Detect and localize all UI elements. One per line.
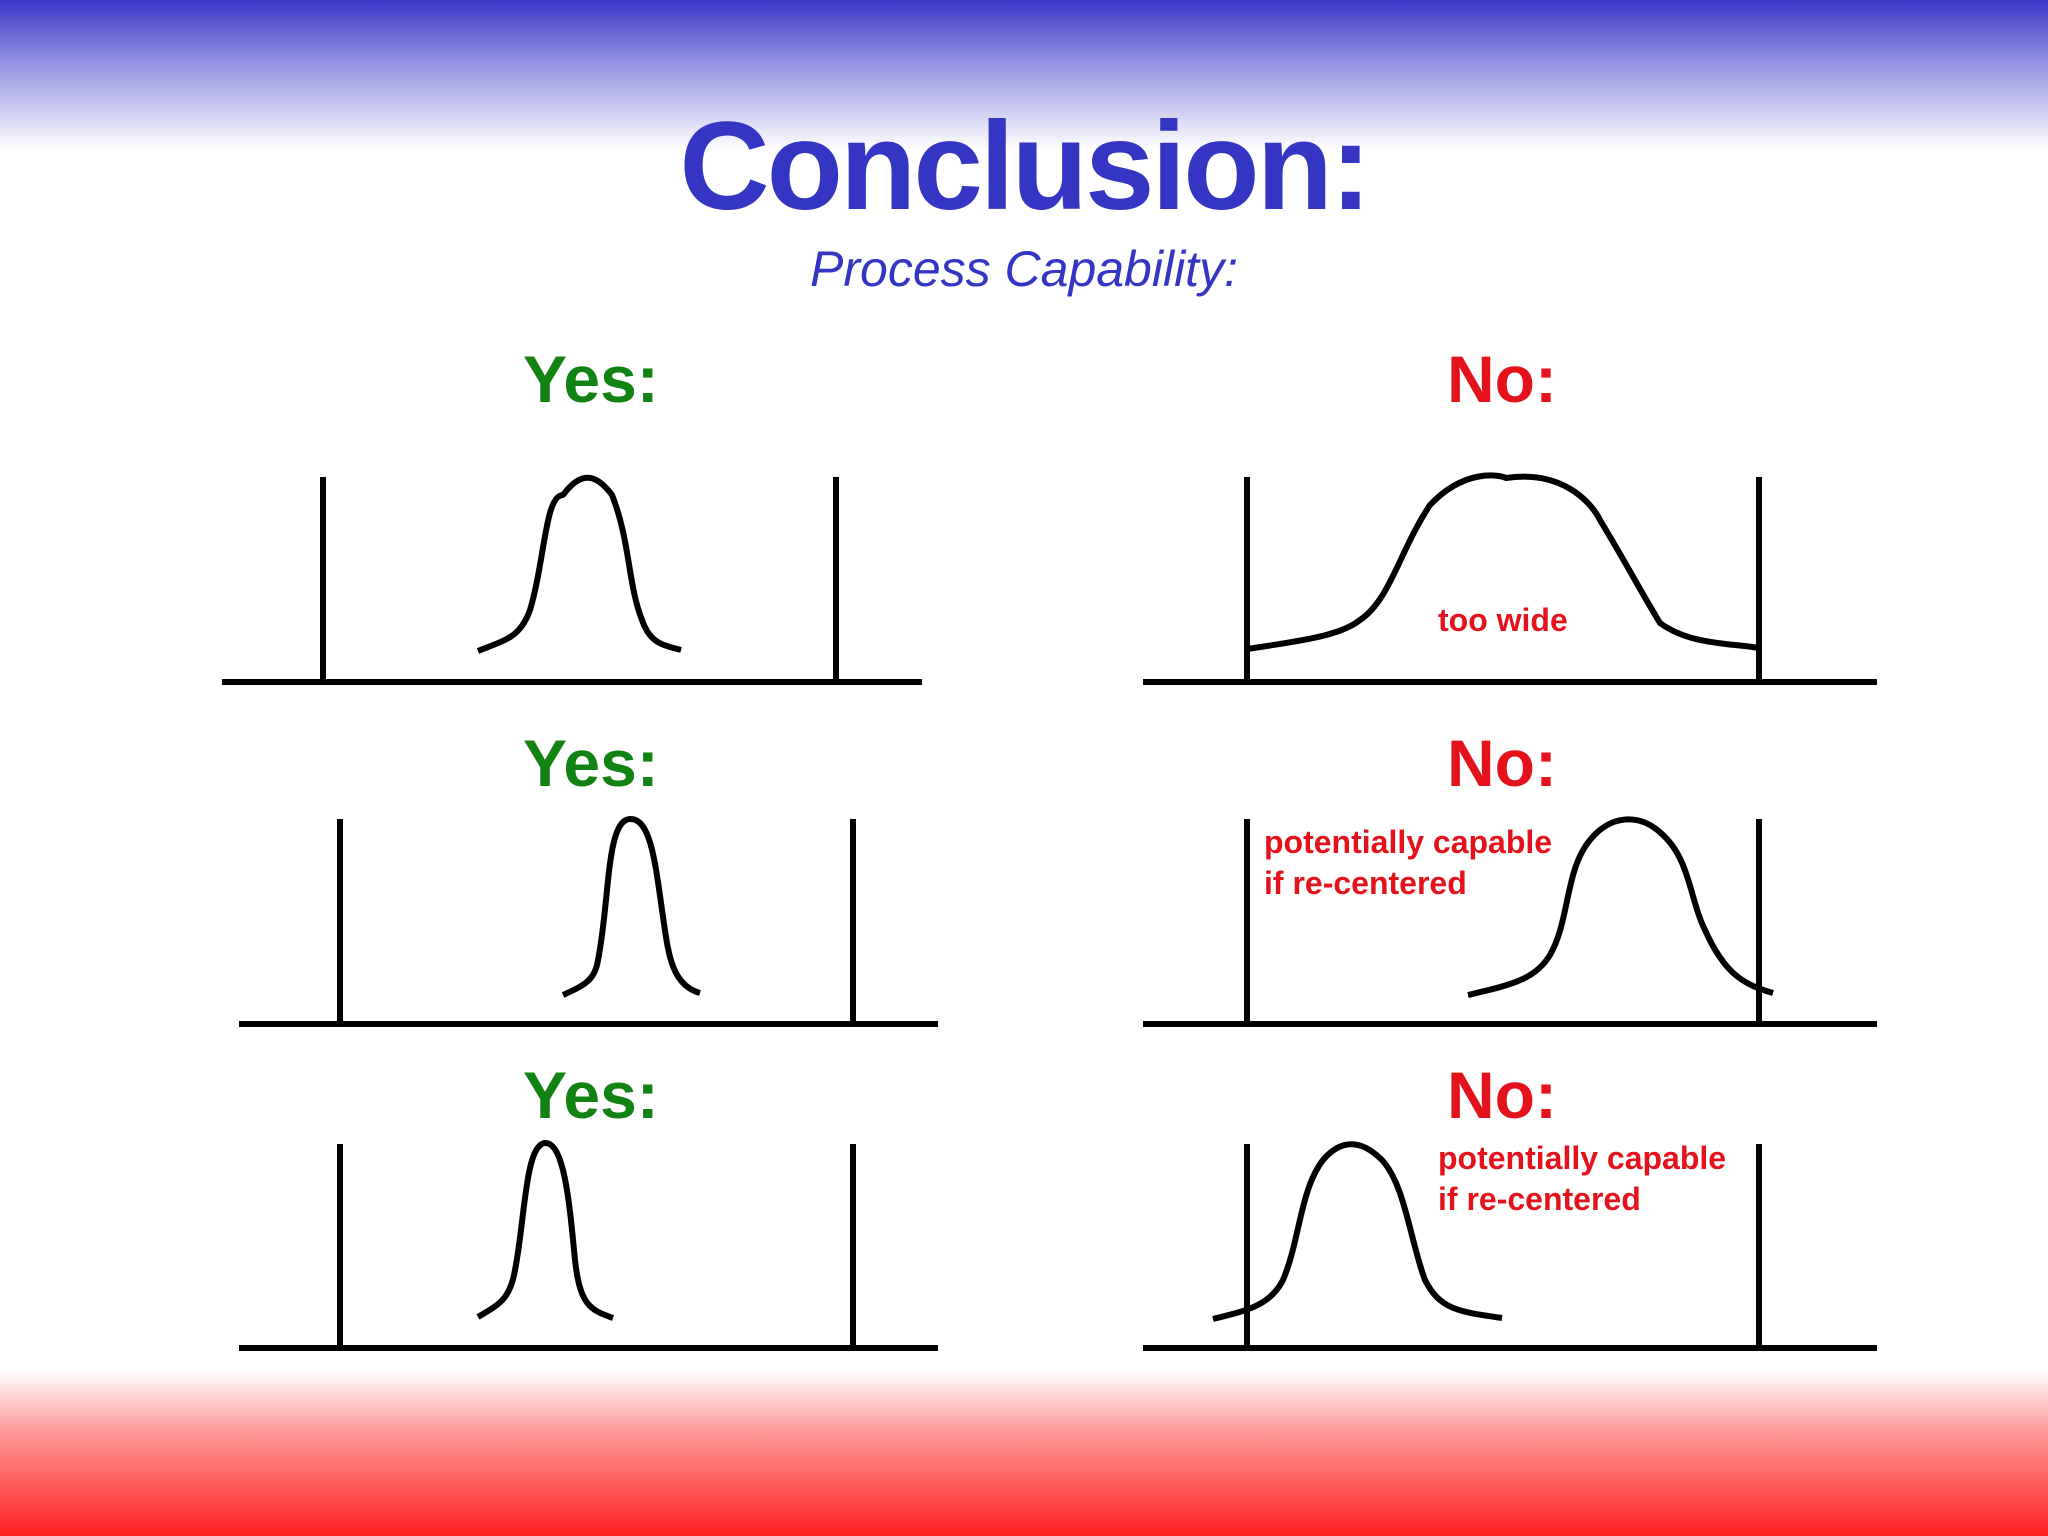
note-recenter-left-line1: potentially capable: [1438, 1140, 1727, 1176]
panel-yes-3: [239, 1140, 938, 1351]
note-recenter-right-line1: potentially capable: [1264, 824, 1553, 860]
distribution-curve: [1246, 472, 1760, 652]
panel-no-3: [1143, 1141, 1877, 1351]
note-recenter-right-line2: if re-centered: [1264, 865, 1467, 901]
verdict-label-no-1: No:: [1447, 342, 1557, 416]
distribution-curve: [1467, 816, 1774, 998]
verdict-label-no-3: No:: [1447, 1058, 1557, 1132]
slide-title: Conclusion:: [679, 97, 1371, 236]
panel-no-2: [1143, 816, 1877, 1027]
verdict-label-yes-2: Yes:: [523, 726, 659, 800]
verdict-label-no-2: No:: [1447, 726, 1557, 800]
distribution-curve: [476, 474, 682, 654]
distribution-curve: [561, 816, 701, 998]
panel-yes-2: [239, 816, 938, 1027]
slide-subtitle: Process Capability:: [810, 241, 1238, 297]
note-too-wide: too wide: [1438, 602, 1568, 638]
note-recenter-left-line2: if re-centered: [1438, 1181, 1641, 1217]
distribution-curve: [476, 1140, 614, 1321]
panel-yes-1: [222, 474, 922, 685]
verdict-label-yes-3: Yes:: [523, 1058, 659, 1132]
verdict-label-yes-1: Yes:: [523, 342, 659, 416]
panel-no-1: [1143, 472, 1877, 685]
distribution-curve: [1212, 1141, 1503, 1322]
